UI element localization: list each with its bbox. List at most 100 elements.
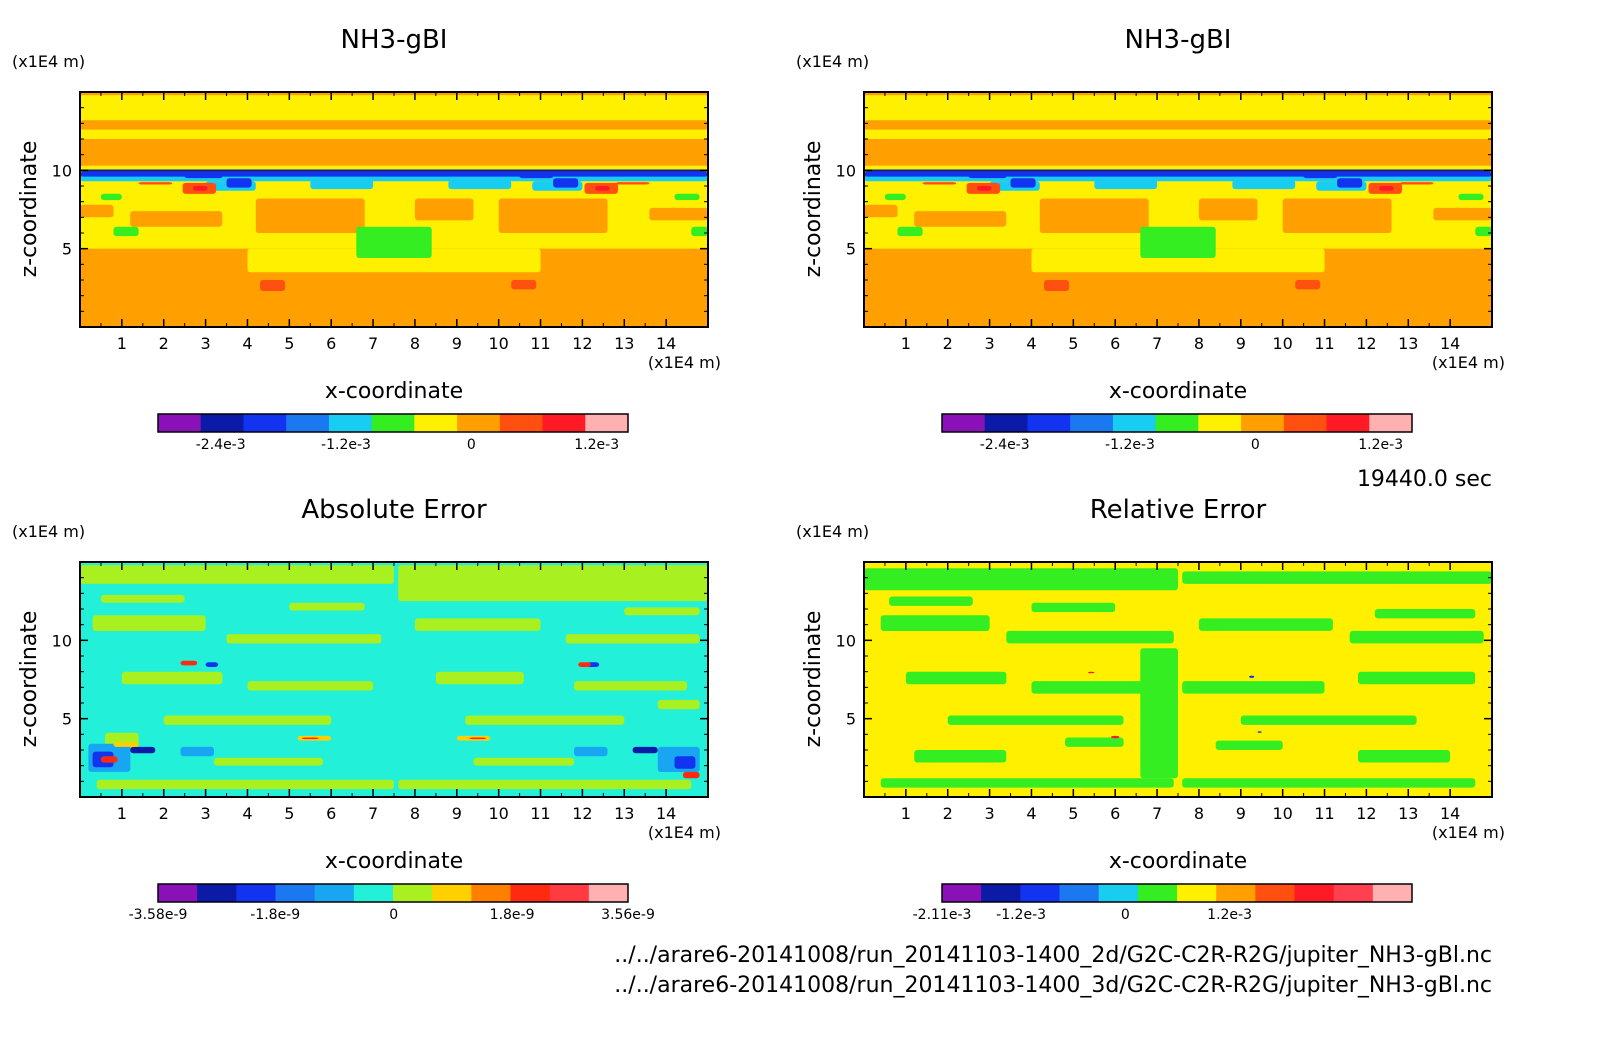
colorbar-swatch: [1369, 414, 1413, 432]
colorbar-swatch: [981, 884, 1021, 902]
contour-region: [914, 211, 1007, 227]
contour-region: [414, 618, 541, 631]
plot-area: [864, 92, 1492, 327]
colorbar-tick-label: 1.2e-3: [1358, 437, 1403, 453]
colorbar-swatch: [1241, 414, 1285, 432]
x-tick-label: 8: [1194, 334, 1204, 353]
y-tick-label: 10: [52, 161, 72, 180]
y-tick-label: 5: [846, 240, 856, 259]
contour-region: [864, 95, 1492, 139]
y-tick-label: 10: [836, 631, 856, 650]
contour-region: [864, 120, 1492, 130]
colorbar-tick-label: 0: [389, 907, 398, 923]
x-tick-label: 1: [117, 804, 127, 823]
contour-region: [1249, 675, 1255, 678]
contour-region: [632, 746, 658, 754]
x-tick-label: 14: [1440, 334, 1460, 353]
colorbar-swatch: [328, 414, 373, 432]
x-tick-label: 11: [1314, 334, 1334, 353]
contour-region: [180, 660, 198, 666]
x-tick-label: 4: [1026, 804, 1036, 823]
contour-region: [553, 178, 579, 188]
x-tick-label: 8: [1194, 804, 1204, 823]
colorbar-swatch: [200, 414, 244, 432]
contour-region: [80, 204, 114, 218]
contour-region: [1282, 198, 1392, 233]
colorbar-tick-label: 0: [1121, 907, 1130, 923]
contour-region: [226, 634, 382, 644]
x-axis-label: x-coordinate: [1109, 849, 1247, 874]
colorbar-swatch: [1216, 884, 1256, 902]
colorbar-swatch: [585, 414, 629, 432]
contour-region: [247, 248, 541, 273]
contour-region: [465, 151, 667, 164]
contour-region: [519, 175, 554, 179]
x-tick-label: 7: [1152, 804, 1162, 823]
colorbar-swatch: [1333, 884, 1374, 902]
contour-region: [100, 756, 118, 763]
x-tick-label: 12: [572, 804, 592, 823]
plot-area: [864, 562, 1492, 797]
colorbar-swatch: [1283, 414, 1328, 432]
colorbar-tick-label: 0: [467, 437, 476, 453]
contour-region: [356, 226, 432, 258]
y-axis-label: z-coordinate: [17, 611, 42, 748]
contour-region: [80, 95, 708, 139]
contour-region: [260, 280, 286, 291]
contour-region: [113, 226, 139, 237]
contour-region: [80, 565, 394, 584]
contour-region: [578, 662, 591, 667]
colorbar-swatch: [1177, 884, 1217, 902]
contour-region: [682, 771, 700, 779]
contour-region: [100, 594, 185, 603]
x-tick-label: 10: [1272, 804, 1292, 823]
colorbar-swatch: [353, 884, 394, 902]
y-unit-label: (x1E4 m): [12, 522, 85, 541]
contour-region: [1182, 778, 1476, 788]
contour-region: [1358, 750, 1451, 763]
contour-region: [1031, 151, 1166, 164]
colorbar-swatch: [1372, 884, 1413, 902]
colorbar-swatch: [275, 884, 316, 902]
contour-region: [1111, 735, 1120, 739]
colorbar: -2.4e-3 -1.2e-3 0 1.2e-3: [941, 413, 1413, 453]
contour-region: [1065, 737, 1124, 747]
x-tick-label: 4: [1026, 334, 1036, 353]
file-path-2d: ../../arare6-20141008/run_20141103-1400_…: [614, 943, 1492, 968]
colorbar-swatch: [236, 884, 276, 902]
x-tick-label: 7: [1152, 334, 1162, 353]
x-tick-label: 2: [943, 334, 953, 353]
contour-region: [1295, 280, 1321, 290]
contour-region: [163, 715, 332, 725]
contour-region: [889, 596, 973, 606]
x-tick-label: 6: [1110, 334, 1120, 353]
contour-region: [1349, 630, 1484, 644]
contour-region: [130, 746, 156, 754]
contour-region: [864, 204, 898, 218]
contour-region: [674, 193, 700, 201]
colorbar-tick-label: 0: [1251, 437, 1260, 453]
contour-region: [214, 757, 323, 766]
contour-region: [1374, 609, 1476, 619]
x-unit-label: (x1E4 m): [648, 823, 721, 842]
colorbar-swatch: [1326, 414, 1370, 432]
colorbar-tick-label: -2.4e-3: [980, 437, 1030, 453]
x-unit-label: (x1E4 m): [648, 353, 721, 372]
contour-region: [113, 742, 139, 747]
contour-region: [398, 565, 708, 602]
contour-region: [691, 226, 708, 237]
contour-region: [435, 671, 524, 685]
colorbar-swatch: [1020, 884, 1060, 902]
y-tick-label: 10: [52, 631, 72, 650]
contour-region: [905, 671, 1007, 685]
colorbar-swatch: [158, 414, 202, 432]
x-tick-label: 9: [1236, 334, 1246, 353]
contour-region: [498, 198, 608, 233]
contour-region: [1458, 193, 1484, 201]
contour-region: [96, 779, 394, 790]
panel-title: Absolute Error: [301, 495, 487, 525]
colorbar-tick-label: -2.4e-3: [196, 437, 246, 453]
colorbar-swatch: [314, 884, 355, 902]
